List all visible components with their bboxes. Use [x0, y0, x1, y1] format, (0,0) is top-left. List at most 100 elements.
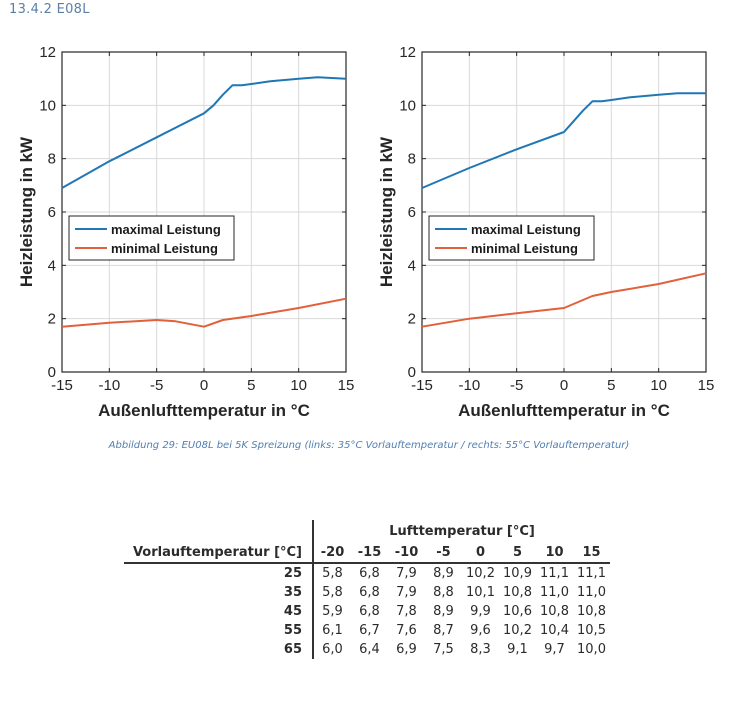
- table-cell: 8,9: [433, 604, 454, 619]
- table-column-header: -5: [425, 543, 462, 564]
- y-tick-label: 8: [408, 151, 416, 168]
- table-cell: 10,2: [503, 623, 532, 638]
- table-row-label: 45: [124, 602, 314, 621]
- table-column-header: -15: [351, 543, 388, 564]
- legend-label: maximal Leistung: [471, 222, 581, 237]
- table-row: 35 5,8 6,8 7,9 8,8 10,1 10,8 11,0 11,0: [124, 583, 610, 602]
- x-tick-label: -15: [411, 377, 433, 394]
- table-cell: 10,8: [577, 604, 606, 619]
- table-cell: 11,0: [577, 585, 606, 600]
- chart-right: -15 -10 -5 0 5 10 15 0 2 4 6 8 10 12 Außenlufttemperat…: [372, 40, 732, 430]
- table-cell: 6,8: [359, 604, 380, 619]
- table-row-header: Vorlauftemperatur [°C]: [124, 543, 314, 564]
- x-tick-label: -10: [458, 377, 480, 394]
- y-axis-label: Heizleistung in kW: [377, 136, 396, 287]
- table-cell: 8,3: [470, 642, 491, 657]
- x-tick-label: 15: [698, 377, 715, 394]
- table-column-header: -10: [388, 543, 425, 564]
- table-cell: 6,9: [396, 642, 417, 657]
- table-cell: 6,4: [359, 642, 380, 657]
- x-tick-label: 5: [607, 377, 615, 394]
- table-row: 65 6,0 6,4 6,9 7,5 8,3 9,1 9,7 10,0: [124, 640, 610, 659]
- table-cell: 6,7: [359, 623, 380, 638]
- y-tick-label: 0: [408, 364, 416, 381]
- x-tick-label: -5: [510, 377, 523, 394]
- table-cell: 7,5: [433, 642, 454, 657]
- table-cell: 7,6: [396, 623, 417, 638]
- table-group-header-row: Lufttemperatur [°C]: [124, 520, 610, 543]
- y-tick-label: 10: [399, 97, 416, 114]
- table-cell: 6,1: [322, 623, 343, 638]
- table-cell: 7,9: [396, 566, 417, 581]
- legend-box: [428, 215, 595, 261]
- x-tick-label: 15: [338, 377, 355, 394]
- table-header-row: Vorlauftemperatur [°C] -20 -15 -10 -5 0 5 10 15: [124, 543, 610, 564]
- chart-svg: -15 -10 -5 0 5 10 15 0 2 4 6 8 10 12 Außenlufttemperat…: [377, 44, 715, 420]
- legend-label: minimal Leistung: [471, 241, 578, 256]
- table-cell: 10,9: [503, 566, 532, 581]
- table-cell: 9,9: [470, 604, 491, 619]
- y-tick-label: 8: [48, 151, 56, 168]
- table-cell: 5,8: [322, 566, 343, 581]
- table-cell: 11,0: [540, 585, 569, 600]
- legend-box: [68, 215, 235, 261]
- y-tick-label: 2: [408, 311, 416, 328]
- y-tick-label: 6: [48, 204, 56, 221]
- table-column-header: 15: [573, 543, 610, 564]
- table-cell: 11,1: [540, 566, 569, 581]
- legend-label: minimal Leistung: [111, 241, 218, 256]
- section-heading: 13.4.2 E08L: [9, 2, 90, 17]
- x-tick-label: 0: [200, 377, 208, 394]
- y-tick-label: 4: [408, 257, 416, 274]
- x-tick-label: -15: [51, 377, 73, 394]
- table-column-header: 5: [499, 543, 536, 564]
- table-column-header: -20: [313, 543, 351, 564]
- table-cell: 5,9: [322, 604, 343, 619]
- y-tick-label: 2: [48, 311, 56, 328]
- table-cell: 10,5: [577, 623, 606, 638]
- table-cell: 6,8: [359, 566, 380, 581]
- table-row: 45 5,9 6,8 7,8 8,9 9,9 10,6 10,8 10,8: [124, 602, 610, 621]
- table-cell: 6,8: [359, 585, 380, 600]
- table-cell: 5,8: [322, 585, 343, 600]
- table-cell: 8,8: [433, 585, 454, 600]
- x-tick-label: -5: [150, 377, 163, 394]
- table-corner: [124, 520, 314, 543]
- table-row-label: 65: [124, 640, 314, 659]
- heating-output-table: Lufttemperatur [°C] Vorlauftemperatur [°C…: [124, 520, 610, 659]
- table-cell: 10,8: [503, 585, 532, 600]
- y-tick-label: 10: [39, 97, 56, 114]
- series-line-min: [61, 297, 347, 328]
- x-axis-label: Außenlufttemperatur in °C: [98, 401, 310, 420]
- table-column-header: 0: [462, 543, 499, 564]
- table-cell: 6,0: [322, 642, 343, 657]
- table-cell: 9,6: [470, 623, 491, 638]
- y-tick-label: 12: [39, 44, 56, 61]
- table-column-header: 10: [536, 543, 573, 564]
- data-table-container: Lufttemperatur [°C] Vorlauftemperatur [°C…: [124, 520, 644, 700]
- legend-label: maximal Leistung: [111, 222, 221, 237]
- y-tick-label: 4: [48, 257, 56, 274]
- table-cell: 10,1: [466, 585, 495, 600]
- x-tick-label: 10: [650, 377, 667, 394]
- table-cell: 10,6: [503, 604, 532, 619]
- y-tick-label: 0: [48, 364, 56, 381]
- table-cell: 9,1: [507, 642, 528, 657]
- series-line-min: [421, 272, 707, 328]
- chart-left: -15 -10 -5 0 5 10 15 0 2 4 6 8 10 12 Außenlufttemperat…: [12, 40, 372, 430]
- table-row-label: 55: [124, 621, 314, 640]
- series-line-max: [421, 92, 706, 189]
- table-cell: 10,2: [466, 566, 495, 581]
- figure-caption: Abbildung 29: EU08L bei 5K Spreizung (li…: [108, 440, 630, 451]
- y-tick-label: 6: [408, 204, 416, 221]
- y-tick-label: 12: [399, 44, 416, 61]
- series-line-max: [61, 76, 347, 189]
- x-tick-label: 10: [290, 377, 307, 394]
- table-row: 25 5,8 6,8 7,9 8,9 10,2 10,9 11,1 11,1: [124, 563, 610, 583]
- table-cell: 10,0: [577, 642, 606, 657]
- table-cell: 9,7: [544, 642, 565, 657]
- chart-svg: -15 -10 -5 0 5 10 15 0 2 4 6 8 10 12 Außenlufttemperat…: [17, 44, 355, 420]
- table-row: 55 6,1 6,7 7,6 8,7 9,6 10,2 10,4 10,5: [124, 621, 610, 640]
- table-cell: 7,8: [396, 604, 417, 619]
- table-cell: 11,1: [577, 566, 606, 581]
